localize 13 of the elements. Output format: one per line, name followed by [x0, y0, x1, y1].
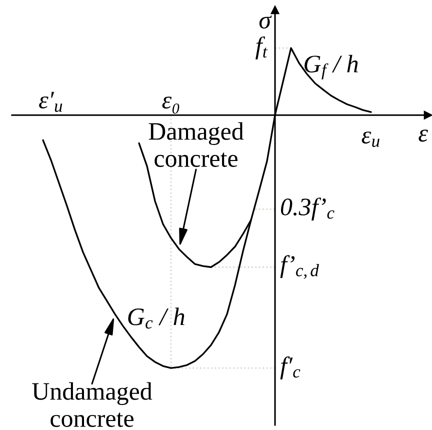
series-label: Damaged concrete	[148, 122, 244, 167]
ref-line-label: f’$_{c,d}$	[280, 255, 319, 279]
x-tick-label: ε′$_{u}$	[39, 92, 62, 112]
ref-line-label: 0.3f’$_{c}$	[280, 198, 334, 220]
series-label: Undamaged concrete	[32, 382, 152, 427]
ref-line-label: f$_{t}$	[256, 36, 268, 60]
ref-line-label: f′$_{c}$	[280, 356, 300, 380]
x-tick-label: ε₀	[162, 96, 180, 114]
x-tick-label: ε$_{u}$	[362, 132, 380, 147]
x-axis-title: ε	[418, 130, 428, 142]
annotation: G$_{f}$/ h	[304, 54, 358, 80]
y-axis-title: σ	[259, 15, 272, 29]
annotation: G$_{c}$ / h	[128, 308, 184, 329]
